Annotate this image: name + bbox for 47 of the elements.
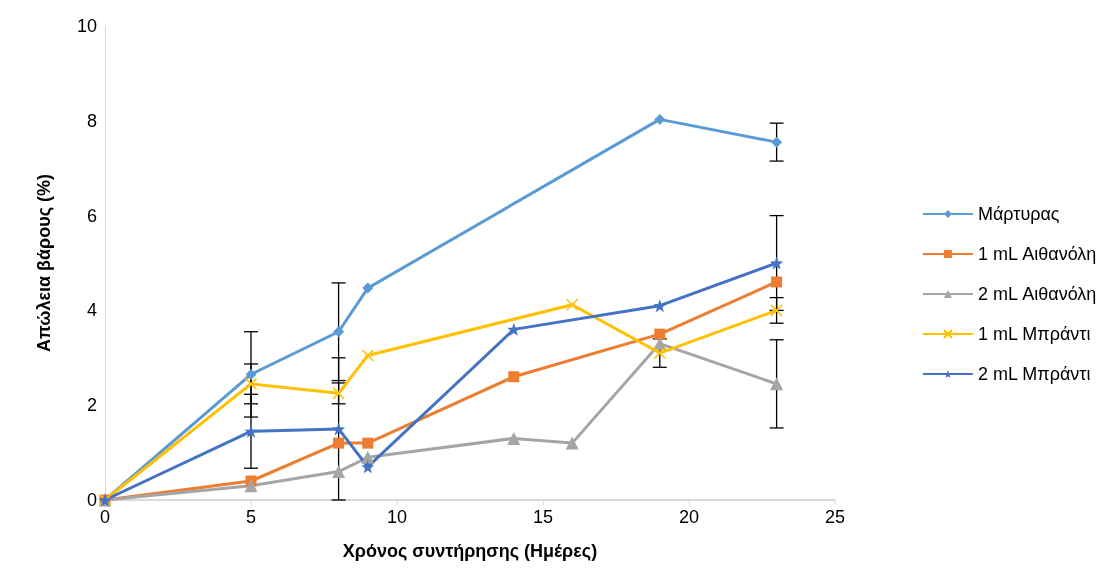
- legend-label: 2 mL Μπράντι: [977, 364, 1091, 384]
- point: [770, 377, 784, 391]
- x-tick-label: 0: [99, 507, 111, 527]
- legend-label: Μάρτυρας: [977, 204, 1060, 224]
- x-axis-title: Χρόνος συντήρησης (Ημέρες): [342, 541, 598, 561]
- point: [361, 349, 375, 362]
- point: [361, 450, 375, 464]
- legend-label: 2 mL Αιθανόλη: [977, 284, 1097, 304]
- point: [565, 436, 579, 450]
- x-tick-label: 5: [245, 507, 257, 527]
- point: [333, 437, 345, 449]
- point: [244, 377, 258, 391]
- point: [565, 298, 579, 311]
- point: [507, 322, 521, 336]
- point: [362, 437, 374, 449]
- point: [771, 136, 783, 148]
- point: [653, 346, 667, 360]
- y-tick-label: 4: [86, 300, 97, 321]
- x-tick-label: 25: [824, 507, 846, 527]
- point: [362, 282, 374, 294]
- point: [244, 424, 258, 438]
- point: [653, 299, 667, 313]
- y-tick-label: 6: [86, 205, 97, 226]
- point: [770, 304, 783, 317]
- x-tick-label: 20: [678, 507, 700, 527]
- point: [332, 387, 345, 400]
- x-tick-label: 10: [386, 507, 408, 527]
- y-axis-title: Απώλεια βάρους (%): [34, 173, 54, 353]
- point: [361, 460, 375, 474]
- point: [508, 371, 520, 383]
- y-tick-label: 0: [86, 490, 97, 510]
- point: [771, 276, 783, 288]
- point: [654, 113, 666, 125]
- y-tick-label: 2: [86, 395, 97, 416]
- point: [333, 326, 345, 338]
- point: [332, 422, 346, 436]
- point: [332, 465, 346, 479]
- y-tick-label: 8: [86, 110, 97, 131]
- y-tick-label: 10: [76, 16, 97, 36]
- legend-label: 1 mL Μπράντι: [977, 324, 1091, 344]
- legend-label: 1 mL Αιθανόλη: [977, 244, 1097, 264]
- point: [507, 431, 521, 445]
- point: [244, 479, 258, 493]
- x-tick-label: 15: [532, 507, 554, 527]
- point: [770, 256, 784, 270]
- point: [245, 368, 257, 380]
- point: [654, 328, 666, 340]
